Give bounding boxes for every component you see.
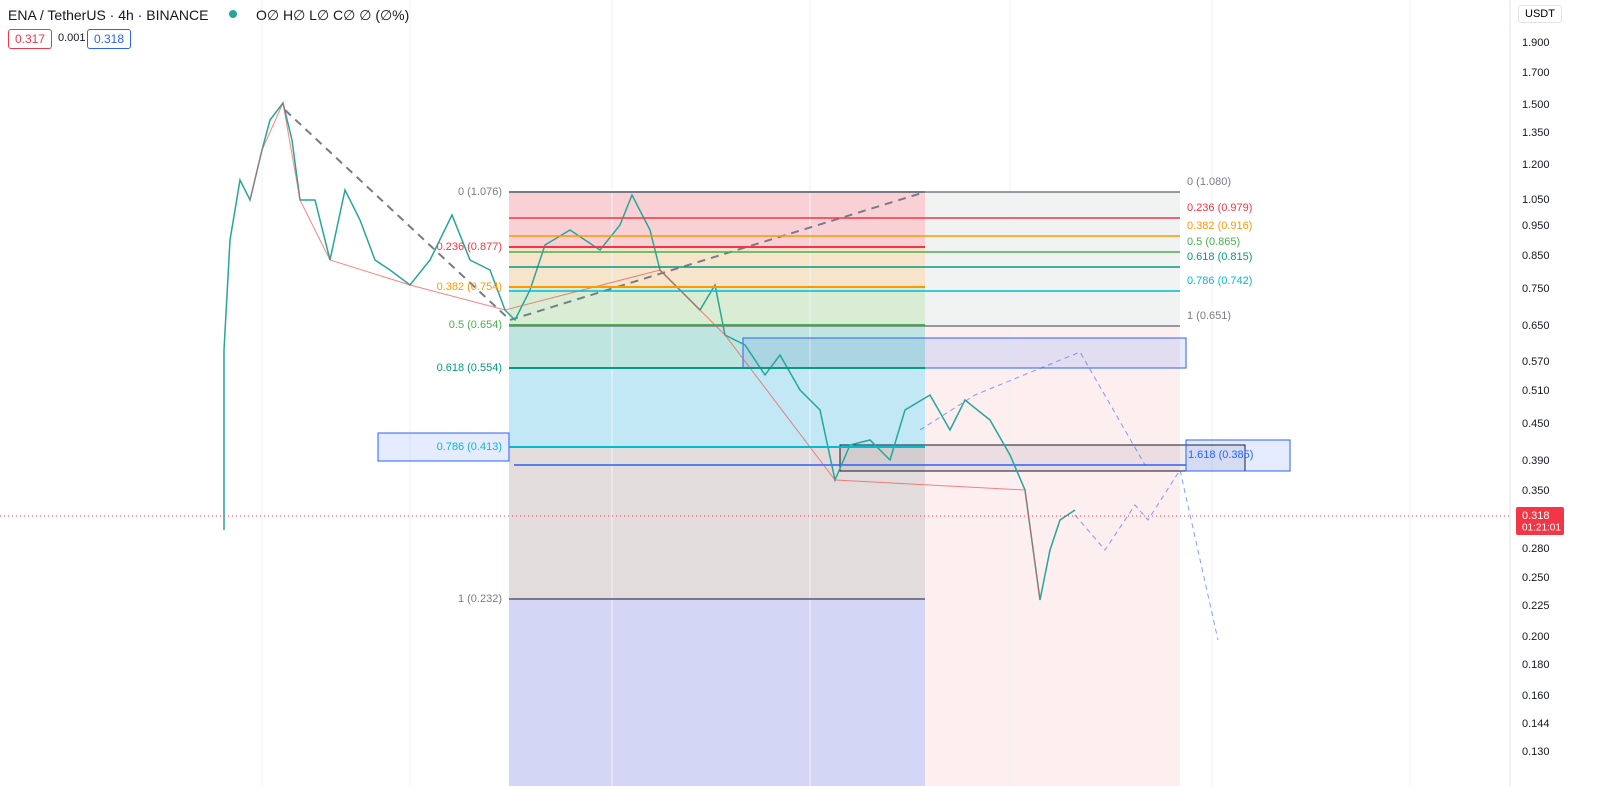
fib-label: 1 (0.651): [1187, 310, 1231, 322]
fib-label: 0.786 (0.413): [437, 441, 502, 453]
box: [839, 444, 1246, 472]
fib-label: 1 (0.232): [458, 593, 502, 605]
current-price: 0.318: [1522, 510, 1550, 522]
price-label: 0.750: [1522, 283, 1550, 295]
symbol[interactable]: ENA / TetherUS · 4h · BINANCE: [8, 7, 209, 23]
price-label: 1.900: [1522, 37, 1550, 49]
zone: [509, 599, 925, 786]
projection: [1074, 468, 1219, 641]
price-label: 0.280: [1522, 543, 1550, 555]
fib-label: 0.382 (0.916): [1187, 220, 1252, 232]
fib-label: 0.5 (0.865): [1187, 236, 1240, 248]
price-label: 1.500: [1522, 99, 1550, 111]
spread: 0.001: [58, 32, 86, 44]
price-label: 0.570: [1522, 356, 1550, 368]
price-path: [249, 101, 1041, 601]
status-dot: [229, 10, 237, 18]
price-label: 0.144: [1522, 718, 1550, 730]
bid[interactable]: 0.317: [8, 29, 53, 49]
price-label: 1.200: [1522, 159, 1550, 171]
price-label: 0.225: [1522, 600, 1550, 612]
price-label: 0.130: [1522, 746, 1550, 758]
trend-line: [284, 109, 926, 322]
ask[interactable]: 0.318: [87, 29, 132, 49]
price-label: 0.390: [1522, 455, 1550, 467]
projection: [919, 351, 1146, 466]
zone: [925, 326, 1180, 786]
fib-label: 0.618 (0.815): [1187, 251, 1252, 263]
price-label: 0.510: [1522, 385, 1550, 397]
extension-label: 1.618 (0.385): [1188, 449, 1253, 461]
price-label: 0.650: [1522, 320, 1550, 332]
price-label: 0.450: [1522, 418, 1550, 430]
box: [377, 432, 510, 462]
grid: [261, 0, 1411, 786]
currency[interactable]: USDT: [1518, 5, 1562, 23]
fib-label: 0.618 (0.554): [437, 362, 502, 374]
zone: [509, 447, 925, 599]
price-label: 0.180: [1522, 659, 1550, 671]
fib-label: 0.236 (0.979): [1187, 202, 1252, 214]
zone: [925, 192, 1180, 326]
fib-label: 0.236 (0.877): [437, 241, 502, 253]
price-label: 1.700: [1522, 67, 1550, 79]
price-label: 0.160: [1522, 690, 1550, 702]
price-label: 1.050: [1522, 194, 1550, 206]
price-tag: [1516, 507, 1564, 535]
price-label: 0.850: [1522, 250, 1550, 262]
box: [1185, 439, 1291, 472]
fib-label: 0.786 (0.742): [1187, 275, 1252, 287]
ohlc: O∅ H∅ L∅ C∅ ∅ (∅%): [256, 7, 410, 23]
zone: [509, 192, 925, 247]
fib-label: 0 (1.076): [458, 186, 502, 198]
price-label: 0.950: [1522, 220, 1550, 232]
fib-label: 0.382 (0.754): [437, 281, 502, 293]
zone: [509, 325, 925, 368]
box: [742, 337, 1187, 369]
countdown: 01:21:01: [1522, 523, 1561, 534]
fib-label: 0 (1.080): [1187, 176, 1231, 188]
price-label: 0.250: [1522, 572, 1550, 584]
zone: [509, 368, 925, 447]
price-label: 0.350: [1522, 485, 1550, 497]
fib-label: 0.5 (0.654): [449, 319, 502, 331]
price-label: 1.350: [1522, 127, 1550, 139]
price-label: 0.200: [1522, 631, 1550, 643]
